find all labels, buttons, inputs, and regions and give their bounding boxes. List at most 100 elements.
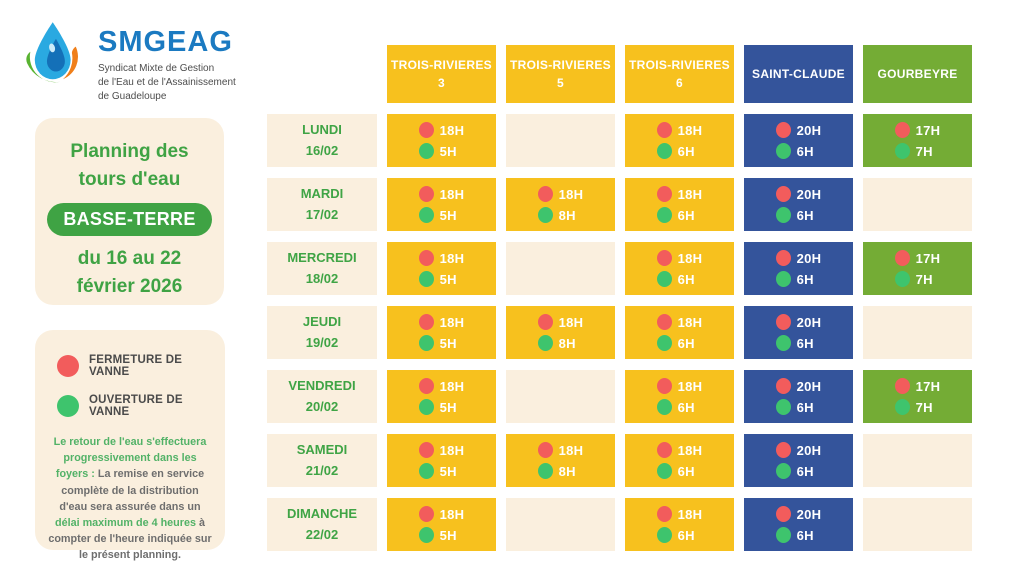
column-header-label: SAINT-CLAUDE <box>752 67 845 81</box>
schedule-cell <box>863 306 972 359</box>
day-cell: SAMEDI 21/02 <box>267 434 377 487</box>
valve-close-row: 18H <box>537 442 584 458</box>
day-name: MARDI <box>300 186 344 202</box>
brand-subtitle-line: de l'Eau et de l'Assainissement <box>98 77 236 88</box>
schedule-cell <box>863 178 972 231</box>
valve-close-time: 18H <box>439 186 465 202</box>
schedule-cell: 18H 5H <box>387 498 496 551</box>
valve-close-dot-icon <box>775 314 791 330</box>
valve-open-dot-icon <box>656 399 672 415</box>
valve-open-dot-icon <box>775 207 791 223</box>
valve-close-row: 18H <box>418 442 465 458</box>
schedule-cell: 20H 6H <box>744 370 853 423</box>
valve-open-row: 6H <box>775 399 822 415</box>
page-title-line: Planning des <box>70 141 189 162</box>
schedule-cell: 18H 5H <box>387 114 496 167</box>
valve-close-time: 18H <box>439 378 465 394</box>
valve-close-dot-icon <box>418 506 434 522</box>
valve-close-row: 17H <box>894 122 941 138</box>
schedule-cell: 20H 6H <box>744 498 853 551</box>
valve-close-dot-icon <box>537 314 553 330</box>
valve-open-dot-icon <box>57 395 79 417</box>
valve-open-dot-icon <box>775 463 791 479</box>
valve-close-time: 20H <box>796 506 822 522</box>
valve-times: 17H 7H <box>894 378 941 415</box>
valve-close-dot-icon <box>894 122 910 138</box>
valve-times: 17H 7H <box>894 250 941 287</box>
valve-open-row: 6H <box>656 143 703 159</box>
valve-open-time: 6H <box>796 335 814 351</box>
valve-times: 18H 5H <box>418 506 465 543</box>
valve-open-time: 6H <box>677 463 695 479</box>
day-date: 20/02 <box>305 398 339 414</box>
valve-times: 20H 6H <box>775 506 822 543</box>
schedule-cell <box>863 498 972 551</box>
schedule-corner-spacer <box>267 45 377 103</box>
schedule-cell: 18H 5H <box>387 306 496 359</box>
day-name: DIMANCHE <box>286 506 358 522</box>
valve-close-time: 18H <box>677 442 703 458</box>
valve-close-dot-icon <box>418 250 434 266</box>
valve-close-dot-icon <box>418 186 434 202</box>
valve-close-row: 20H <box>775 442 822 458</box>
valve-times: 18H 5H <box>418 314 465 351</box>
valve-close-dot-icon <box>656 122 672 138</box>
valve-open-time: 6H <box>796 463 814 479</box>
day-cell: DIMANCHE 22/02 <box>267 498 377 551</box>
schedule-cell <box>506 114 615 167</box>
valve-times: 20H 6H <box>775 314 822 351</box>
valve-close-time: 18H <box>677 122 703 138</box>
valve-close-row: 18H <box>656 506 703 522</box>
valve-open-dot-icon <box>537 207 553 223</box>
column-header-label: TROIS-RIVIERES <box>510 58 611 72</box>
valve-open-row: 8H <box>537 463 584 479</box>
valve-open-row: 6H <box>656 335 703 351</box>
valve-close-row: 18H <box>418 186 465 202</box>
schedule-cell: 18H 8H <box>506 306 615 359</box>
valve-close-dot-icon <box>656 378 672 394</box>
schedule-cell: 20H 6H <box>744 242 853 295</box>
valve-open-time: 6H <box>796 271 814 287</box>
valve-open-dot-icon <box>656 143 672 159</box>
valve-close-time: 18H <box>558 442 584 458</box>
page-title-line: tours d'eau <box>78 168 181 190</box>
valve-close-row: 18H <box>537 314 584 330</box>
schedule-cell: 18H 6H <box>625 242 734 295</box>
valve-open-row: 5H <box>418 463 465 479</box>
schedule-cell: 17H 7H <box>863 114 972 167</box>
valve-open-dot-icon <box>537 335 553 351</box>
valve-open-row: 6H <box>775 335 822 351</box>
note-segment: délai maximum de 4 heures <box>54 516 196 529</box>
valve-close-row: 18H <box>418 378 465 394</box>
valve-open-time: 5H <box>439 207 457 223</box>
day-cell: JEUDI 19/02 <box>267 306 377 359</box>
brand-subtitle-line: de Guadeloupe <box>98 91 167 102</box>
valve-open-time: 6H <box>677 335 695 351</box>
valve-close-time: 17H <box>915 250 941 266</box>
valve-times: 20H 6H <box>775 442 822 479</box>
day-date: 18/02 <box>305 270 339 286</box>
schedule-cell: 18H 5H <box>387 242 496 295</box>
column-header: TROIS-RIVIERES 5 <box>506 45 615 103</box>
valve-close-dot-icon <box>775 250 791 266</box>
valve-open-row: 5H <box>418 207 465 223</box>
valve-close-dot-icon <box>894 250 910 266</box>
valve-open-row: 5H <box>418 527 465 543</box>
valve-open-dot-icon <box>775 271 791 287</box>
legend-item-fermeture: FERMETURE DE VANNE <box>57 354 213 378</box>
valve-close-time: 18H <box>677 506 703 522</box>
day-cell: VENDREDI 20/02 <box>267 370 377 423</box>
valve-close-dot-icon <box>656 442 672 458</box>
valve-open-dot-icon <box>418 143 434 159</box>
valve-open-dot-icon <box>775 399 791 415</box>
legend-note: Le retour de l'eau s'effectuera progress… <box>47 434 213 564</box>
valve-open-time: 5H <box>439 335 457 351</box>
schedule-cell: 18H 5H <box>387 434 496 487</box>
valve-open-row: 6H <box>775 143 822 159</box>
valve-times: 18H 6H <box>656 506 703 543</box>
valve-open-time: 6H <box>796 399 814 415</box>
valve-close-row: 17H <box>894 378 941 394</box>
valve-open-time: 6H <box>677 143 695 159</box>
valve-close-row: 20H <box>775 314 822 330</box>
schedule-cell <box>863 434 972 487</box>
